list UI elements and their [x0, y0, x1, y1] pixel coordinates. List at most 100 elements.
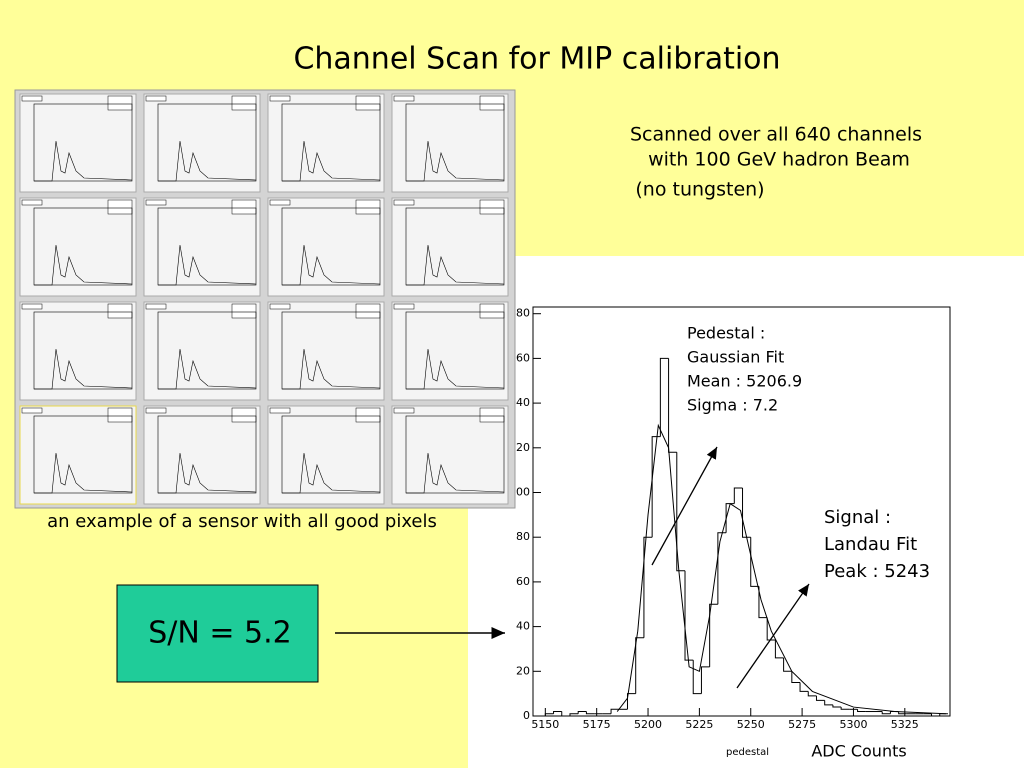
annotation: Mean : 5206.9 — [687, 372, 802, 391]
histogram-bin — [766, 617, 776, 641]
annotation: Pedestal : — [687, 324, 765, 343]
histogram-bin — [717, 532, 727, 605]
thumbnail-frame — [157, 207, 257, 286]
thumbnail-frame — [405, 207, 505, 286]
thumbnail-frame — [33, 207, 133, 286]
thumbnail-hist — [282, 140, 381, 182]
histogram-bin — [635, 637, 644, 694]
x-axis-label: ADC Counts — [811, 742, 906, 761]
thumbnail-stats — [355, 199, 381, 215]
thumbnail-title — [145, 407, 167, 414]
thumbnail-frame — [405, 311, 505, 390]
x-tick-label: 5225 — [685, 718, 713, 731]
x-tick-label: 5250 — [737, 718, 765, 731]
thumbnail — [143, 197, 261, 297]
histogram-bin — [799, 682, 809, 692]
histogram-bin — [544, 713, 554, 716]
thumbnail-title — [21, 95, 43, 102]
x-tick-label: 5175 — [583, 718, 611, 731]
thumbnail-hist — [406, 140, 505, 182]
thumbnail-title — [21, 407, 43, 414]
thumbnail-title — [393, 95, 415, 102]
thumbnail-title — [393, 303, 415, 310]
histogram-bin — [577, 711, 587, 714]
histogram-bin — [774, 640, 784, 659]
histogram-bin — [783, 657, 792, 672]
histogram-bin — [676, 452, 686, 572]
y-tick-label: 80 — [516, 530, 530, 543]
y-tick-label: 40 — [516, 396, 530, 409]
y-tick-label: 0 — [523, 709, 530, 722]
title: Channel Scan for MIP calibration — [293, 42, 780, 77]
y-tick-label: 60 — [516, 575, 530, 588]
thumbnail-title — [393, 407, 415, 414]
x-tick-label: 5300 — [839, 718, 867, 731]
thumbnail-frame — [405, 415, 505, 494]
ratio: S/N = 5.2 — [148, 616, 292, 651]
thumbnail — [19, 93, 137, 193]
thumbnail-stats — [355, 303, 381, 319]
fit-curve — [616, 423, 946, 715]
x-tick-label: 5200 — [634, 718, 662, 731]
thumbnail-frame — [405, 103, 505, 182]
thumbnail-frame — [281, 207, 381, 286]
histogram-bin — [553, 711, 562, 714]
histogram-bin — [742, 488, 751, 538]
annotation: Sigma : 7.2 — [687, 396, 778, 415]
x-tick-label: 5325 — [891, 718, 919, 731]
annotation: Peak : 5243 — [824, 561, 930, 582]
thumbnail-title — [269, 95, 291, 102]
thumbnail — [267, 301, 385, 401]
thumbnail-frame — [33, 311, 133, 390]
thumbnail-title — [393, 199, 415, 206]
thumbnail-hist — [34, 244, 133, 286]
chart-background — [468, 256, 1024, 768]
annotation: Signal : — [824, 507, 891, 528]
histogram-bin — [684, 570, 694, 661]
thumbnail-title — [269, 303, 291, 310]
y-tick-label: 60 — [516, 351, 530, 364]
thumbnail-stats — [479, 407, 505, 423]
thumbnail-stats — [107, 95, 133, 111]
thumbnail-hist — [282, 348, 381, 390]
histogram-bin — [700, 666, 710, 694]
thumbnail-hist — [158, 244, 257, 286]
note: Scanned over all 640 channels — [630, 124, 922, 146]
thumbnail-hist — [34, 140, 133, 182]
histogram-bin — [610, 708, 620, 714]
x-tick-label: 5275 — [788, 718, 816, 731]
histogram-bin — [758, 586, 768, 619]
y-tick-label: 20 — [516, 664, 530, 677]
thumbnail — [391, 405, 509, 505]
histogram-bin — [791, 671, 801, 683]
ratio-box — [116, 584, 319, 683]
thumbnail-frame — [33, 415, 133, 494]
thumbnail — [267, 197, 385, 297]
y-tick-label: 00 — [516, 486, 530, 499]
thumbnail-stats — [479, 199, 505, 215]
histogram-bin — [807, 691, 817, 697]
thumbnail — [267, 93, 385, 193]
thumbnail-title — [269, 199, 291, 206]
histogram-bin — [643, 536, 653, 638]
thumbnail-stats — [355, 407, 381, 423]
thumbnail-frame — [33, 103, 133, 182]
histogram-bin — [931, 713, 940, 717]
thumbnail-stats — [231, 95, 257, 111]
histogram-bin — [840, 707, 850, 710]
thumbnail-hist — [158, 452, 257, 494]
thumbnail-stats — [107, 199, 133, 215]
histogram-bin — [651, 436, 661, 538]
thumbnail-frame — [281, 103, 381, 182]
thumbnail-stats — [479, 95, 505, 111]
thumbnail-stats — [479, 303, 505, 319]
thumbnail-stats — [355, 95, 381, 111]
thumbnail-title — [21, 199, 43, 206]
thumbnail-hist — [34, 348, 133, 390]
thumbnail — [143, 301, 261, 401]
histogram-bin — [692, 660, 702, 695]
thumbnail-stats — [231, 407, 257, 423]
thumbnail-title — [145, 199, 167, 206]
